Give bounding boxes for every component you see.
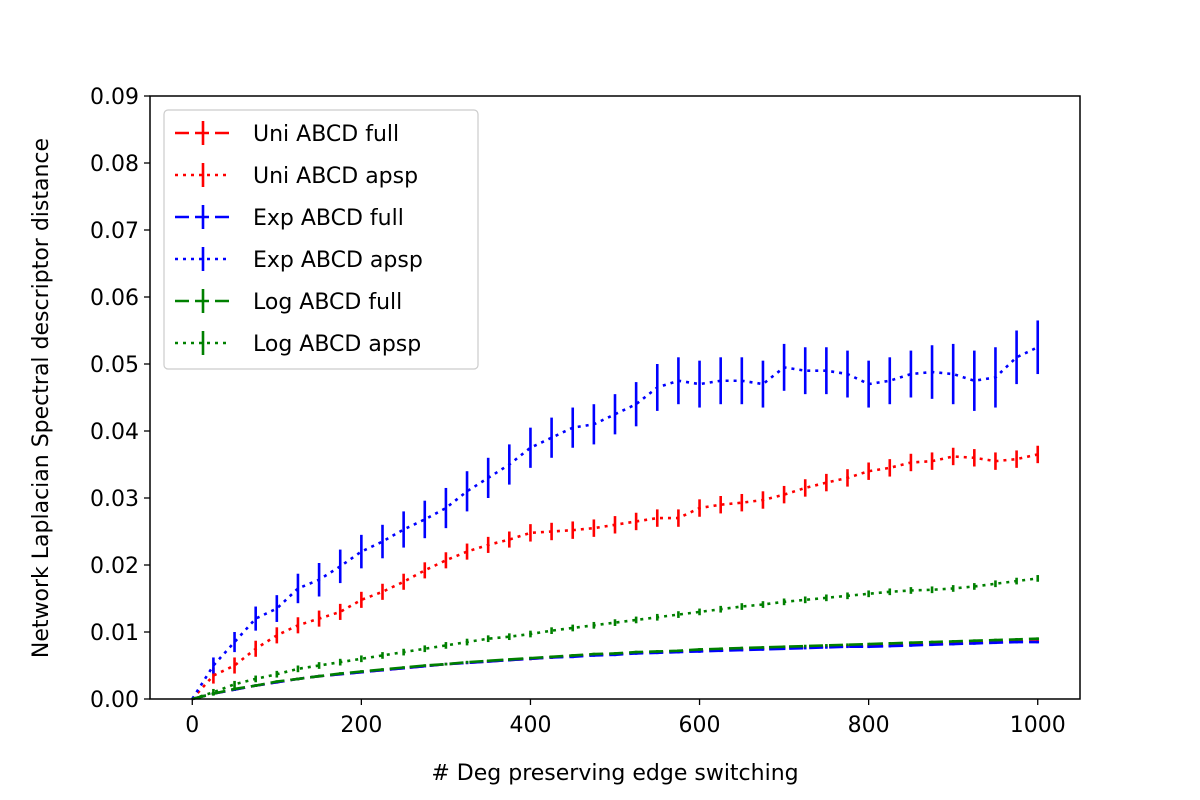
legend-entry-exp-abcd-full: Exp ABCD full bbox=[175, 205, 404, 231]
series-line bbox=[191, 637, 1038, 701]
series-log-abcd-full bbox=[191, 637, 1040, 701]
y-tick-label: 0.01 bbox=[90, 621, 139, 646]
legend-entry-log-abcd-full: Log ABCD full bbox=[175, 289, 402, 315]
legend-label: Log ABCD full bbox=[253, 290, 402, 315]
series-line bbox=[191, 346, 1039, 700]
x-axis: 0 200 400 600 800 1000 bbox=[185, 699, 1066, 738]
legend-entry-uni-abcd-apsp: Uni ABCD apsp bbox=[175, 163, 418, 189]
series-line bbox=[191, 577, 1038, 701]
x-tick-label: 400 bbox=[509, 713, 551, 738]
y-tick-label: 0.09 bbox=[90, 85, 139, 110]
y-tick-label: 0.04 bbox=[90, 420, 139, 445]
x-tick-label: 1000 bbox=[1010, 713, 1066, 738]
legend-entry-log-abcd-apsp: Log ABCD apsp bbox=[175, 331, 421, 357]
y-axis: 0.00 0.01 0.02 0.03 0.04 0.05 0.06 0.07 0.08 0.09 bbox=[90, 85, 150, 713]
x-tick-label: 600 bbox=[679, 713, 721, 738]
legend-box bbox=[163, 109, 479, 370]
y-tick-label: 0.02 bbox=[90, 554, 139, 579]
series-log-abcd-apsp bbox=[191, 575, 1040, 701]
y-axis-label: Network Laplacian Spectral descriptor di… bbox=[29, 138, 54, 658]
series-line bbox=[191, 453, 1039, 700]
y-tick-label: 0.00 bbox=[90, 688, 139, 713]
series-exp-abcd-apsp bbox=[191, 320, 1040, 700]
y-tick-label: 0.03 bbox=[90, 487, 139, 512]
legend-label: Exp ABCD apsp bbox=[253, 248, 423, 273]
x-tick-label: 0 bbox=[185, 713, 199, 738]
legend-entry-exp-abcd-apsp: Exp ABCD apsp bbox=[175, 247, 423, 273]
legend-label: Uni ABCD full bbox=[253, 122, 399, 147]
x-tick-label: 200 bbox=[340, 713, 382, 738]
legend-label: Log ABCD apsp bbox=[253, 332, 421, 357]
legend: Uni ABCD full Uni ABCD apsp Exp ABCD full E… bbox=[163, 109, 479, 370]
legend-label: Uni ABCD apsp bbox=[253, 164, 418, 189]
x-axis-label: # Deg preserving edge switching bbox=[431, 761, 798, 786]
y-tick-label: 0.08 bbox=[90, 152, 139, 177]
x-tick-label: 800 bbox=[848, 713, 890, 738]
y-tick-label: 0.05 bbox=[90, 353, 139, 378]
legend-label: Exp ABCD full bbox=[253, 206, 404, 231]
y-tick-label: 0.06 bbox=[90, 286, 139, 311]
y-tick-label: 0.07 bbox=[90, 219, 139, 244]
legend-entry-uni-abcd-full: Uni ABCD full bbox=[175, 121, 399, 147]
plot-area bbox=[191, 320, 1040, 701]
plot-frame bbox=[149, 95, 1081, 700]
